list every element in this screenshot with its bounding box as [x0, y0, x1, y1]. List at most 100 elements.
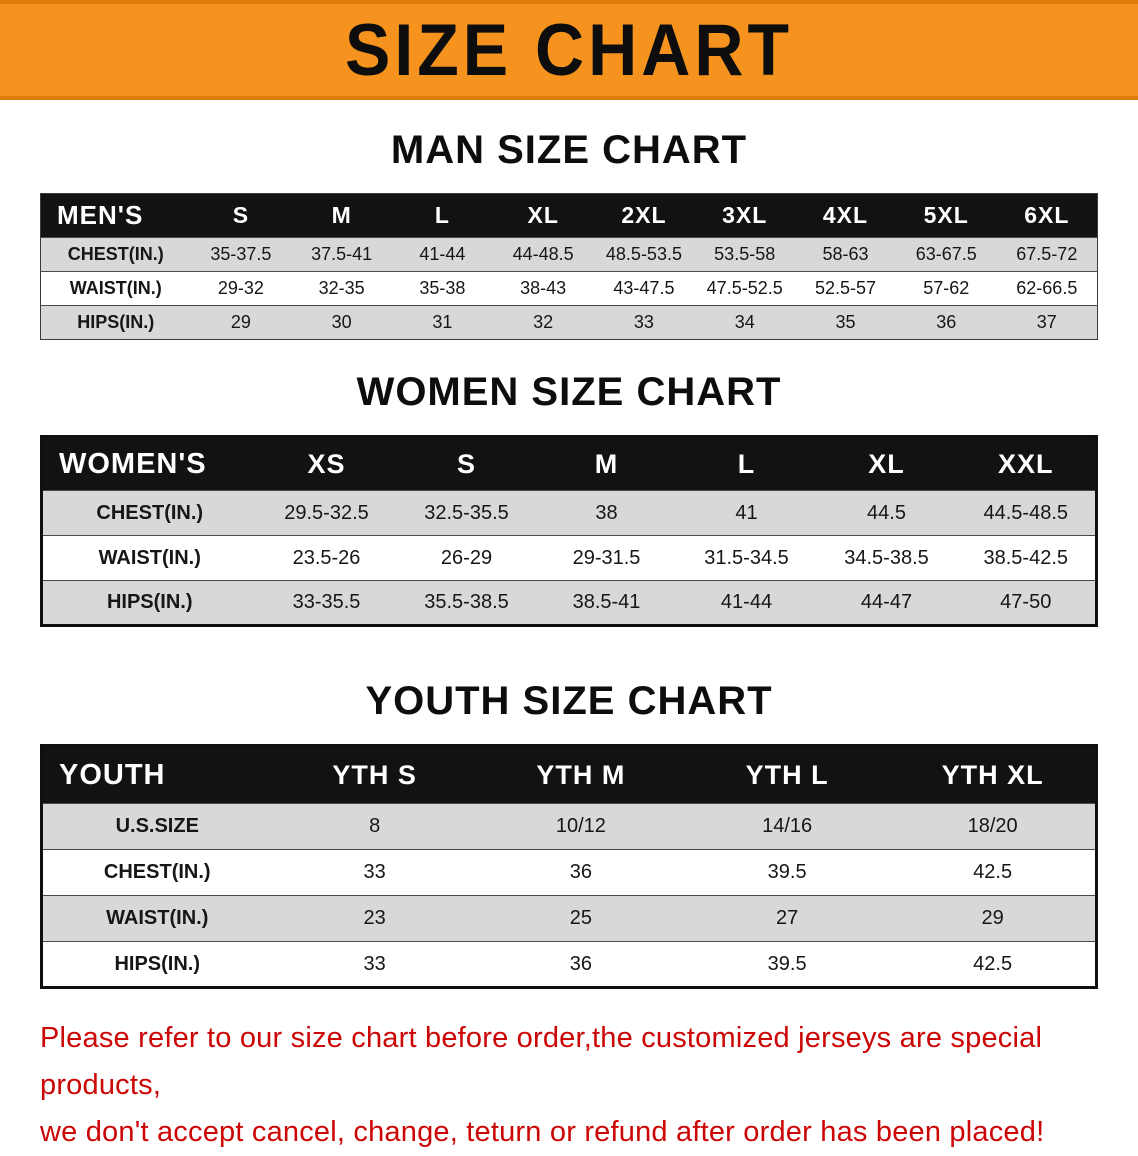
- size-value-cell: 33: [593, 305, 695, 340]
- size-value-cell: 25: [477, 895, 684, 942]
- table-title-cell: WOMEN'S: [41, 436, 257, 491]
- size-value-cell: 34.5-38.5: [816, 535, 957, 581]
- men-section-heading: MAN SIZE CHART: [390, 128, 748, 172]
- size-header-cell: 4XL: [795, 193, 896, 238]
- size-value-cell: 41-44: [392, 237, 493, 272]
- row-label: HIPS(IN.): [41, 941, 272, 988]
- row-label: U.S.SIZE: [41, 803, 272, 850]
- table-row: U.S.SIZE 8 10/12 14/16 18/20: [41, 803, 1097, 850]
- size-value-cell: 33-35.5: [256, 580, 397, 626]
- size-value-cell: 23.5-26: [256, 535, 397, 581]
- table-row: CHEST(IN.) 33 36 39.5 42.5: [41, 849, 1097, 896]
- table-header-row: MEN'S S M L XL 2XL 3XL 4XL 5XL 6XL: [40, 193, 1098, 238]
- size-value-cell: 30: [291, 305, 393, 340]
- size-header-cell: M: [536, 436, 677, 491]
- size-value-cell: 29-31.5: [536, 535, 677, 581]
- table-row: HIPS(IN.) 29 30 31 32 33 34 35 36 37: [40, 305, 1098, 340]
- size-value-cell: 35: [795, 305, 896, 340]
- size-value-cell: 32-35: [291, 271, 393, 306]
- size-value-cell: 29: [190, 305, 292, 340]
- table-row: CHEST(IN.) 29.5-32.5 32.5-35.5 38 41 44.5 44.5…: [41, 490, 1097, 536]
- size-value-cell: 39.5: [684, 941, 891, 988]
- table-row: HIPS(IN.) 33-35.5 35.5-38.5 38.5-41 41-44 44-…: [41, 580, 1097, 626]
- disclaimer-line-1: Please refer to our size chart before or…: [40, 1022, 1043, 1101]
- size-value-cell: 29: [890, 895, 1097, 942]
- size-value-cell: 36: [477, 941, 684, 988]
- table-row: CHEST(IN.) 35-37.5 37.5-41 41-44 44-48.5 48.5…: [40, 237, 1098, 272]
- size-value-cell: 35-37.5: [190, 237, 292, 272]
- size-value-cell: 37: [996, 305, 1098, 340]
- size-value-cell: 41: [676, 490, 817, 536]
- size-value-cell: 36: [477, 849, 684, 896]
- table-header-row: WOMEN'S XS S M L XL XXL: [41, 436, 1097, 491]
- size-header-cell: XS: [256, 436, 397, 491]
- size-value-cell: 42.5: [890, 849, 1097, 896]
- size-chart-banner: SIZE CHART: [0, 0, 1138, 100]
- size-value-cell: 41-44: [676, 580, 817, 626]
- size-value-cell: 38-43: [492, 271, 594, 306]
- size-value-cell: 33: [271, 849, 478, 896]
- size-value-cell: 31.5-34.5: [676, 535, 817, 581]
- size-value-cell: 57-62: [895, 271, 997, 306]
- size-value-cell: 52.5-57: [795, 271, 896, 306]
- women-section-heading: WOMEN SIZE CHART: [356, 370, 782, 414]
- size-value-cell: 32.5-35.5: [396, 490, 537, 536]
- disclaimer: Please refer to our size chart before or…: [40, 1015, 1100, 1156]
- size-value-cell: 8: [271, 803, 478, 850]
- size-header-cell: YTH M: [477, 745, 684, 804]
- row-label: HIPS(IN.): [41, 580, 257, 626]
- size-value-cell: 27: [684, 895, 891, 942]
- size-value-cell: 67.5-72: [996, 237, 1098, 272]
- men-size-table: MEN'S S M L XL 2XL 3XL 4XL 5XL 6XL CHEST(IN.) 35-37…: [40, 193, 1098, 340]
- size-value-cell: 18/20: [890, 803, 1097, 850]
- women-size-table: WOMEN'S XS S M L XL XXL CHEST(IN.) 29.5-32.5 32.5…: [40, 435, 1098, 627]
- row-label: HIPS(IN.): [40, 305, 191, 340]
- size-header-cell: XL: [492, 193, 594, 238]
- size-value-cell: 47-50: [956, 580, 1097, 626]
- size-value-cell: 26-29: [396, 535, 537, 581]
- size-value-cell: 58-63: [795, 237, 896, 272]
- size-value-cell: 53.5-58: [694, 237, 796, 272]
- size-header-cell: YTH L: [684, 745, 891, 804]
- size-value-cell: 48.5-53.5: [593, 237, 695, 272]
- size-value-cell: 37.5-41: [291, 237, 393, 272]
- section-women: WOMEN SIZE CHART WOMEN'S XS S M L XL XXL CHEST(…: [0, 370, 1138, 627]
- size-header-cell: YTH XL: [890, 745, 1097, 804]
- size-value-cell: 38.5-42.5: [956, 535, 1097, 581]
- size-value-cell: 44-48.5: [492, 237, 594, 272]
- table-header-row: YOUTH YTH S YTH M YTH L YTH XL: [41, 745, 1097, 804]
- size-value-cell: 33: [271, 941, 478, 988]
- section-youth: YOUTH SIZE CHART YOUTH YTH S YTH M YTH L YTH…: [0, 679, 1138, 989]
- size-value-cell: 35.5-38.5: [396, 580, 537, 626]
- size-value-cell: 38: [536, 490, 677, 536]
- size-header-cell: L: [676, 436, 817, 491]
- row-label: CHEST(IN.): [41, 849, 272, 896]
- size-header-cell: S: [396, 436, 537, 491]
- size-header-cell: 5XL: [895, 193, 997, 238]
- table-row: WAIST(IN.) 29-32 32-35 35-38 38-43 43-47.5 47.…: [40, 271, 1098, 306]
- size-value-cell: 36: [895, 305, 997, 340]
- table-row: HIPS(IN.) 33 36 39.5 42.5: [41, 941, 1097, 988]
- size-header-cell: 6XL: [996, 193, 1098, 238]
- size-header-cell: XL: [816, 436, 957, 491]
- size-value-cell: 32: [492, 305, 594, 340]
- size-header-cell: 3XL: [694, 193, 796, 238]
- size-value-cell: 23: [271, 895, 478, 942]
- size-value-cell: 29-32: [190, 271, 292, 306]
- table-row: WAIST(IN.) 23.5-26 26-29 29-31.5 31.5-34.5 34…: [41, 535, 1097, 581]
- banner-title: SIZE CHART: [345, 8, 793, 92]
- size-value-cell: 44-47: [816, 580, 957, 626]
- table-title-cell: MEN'S: [40, 193, 191, 238]
- size-value-cell: 10/12: [477, 803, 684, 850]
- section-men: MAN SIZE CHART MEN'S S M L XL 2XL 3XL 4XL 5XL 6XL…: [0, 128, 1138, 340]
- size-value-cell: 62-66.5: [996, 271, 1098, 306]
- size-value-cell: 14/16: [684, 803, 891, 850]
- size-value-cell: 44.5: [816, 490, 957, 536]
- size-value-cell: 34: [694, 305, 796, 340]
- row-label: WAIST(IN.): [41, 535, 257, 581]
- disclaimer-line-2: we don't accept cancel, change, teturn o…: [40, 1115, 1045, 1148]
- size-value-cell: 42.5: [890, 941, 1097, 988]
- size-value-cell: 35-38: [392, 271, 493, 306]
- row-label: CHEST(IN.): [40, 237, 191, 272]
- row-label: WAIST(IN.): [40, 271, 191, 306]
